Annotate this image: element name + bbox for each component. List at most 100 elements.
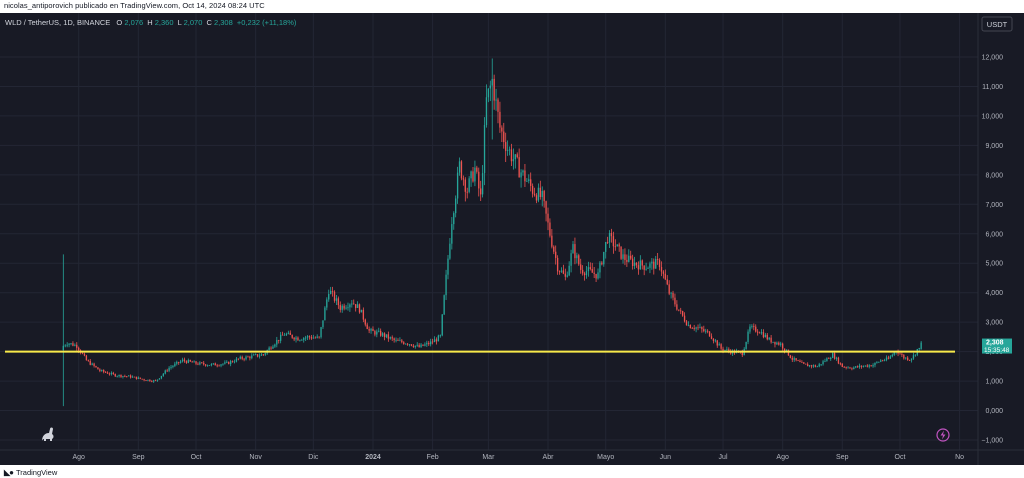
candle bbox=[474, 160, 476, 187]
candle bbox=[247, 355, 249, 358]
candle bbox=[222, 363, 224, 366]
candle bbox=[810, 364, 813, 369]
candle bbox=[68, 342, 70, 348]
candle bbox=[835, 356, 838, 361]
candle bbox=[841, 363, 843, 368]
tradingview-brand: TradingView bbox=[15, 467, 58, 477]
candle bbox=[126, 376, 128, 378]
published-header: nicolas_antiporovich publicado en Tradin… bbox=[0, 0, 1024, 13]
candle bbox=[191, 360, 193, 363]
candle bbox=[855, 366, 857, 369]
candle bbox=[297, 336, 299, 341]
candle bbox=[154, 379, 157, 382]
candle bbox=[674, 293, 676, 307]
candle bbox=[849, 366, 851, 369]
candle bbox=[543, 189, 545, 208]
candle bbox=[245, 355, 247, 361]
candle bbox=[608, 230, 611, 248]
candle bbox=[331, 286, 334, 297]
x-tick-label: Dic bbox=[308, 454, 319, 461]
candle bbox=[506, 140, 509, 156]
candle bbox=[258, 353, 261, 359]
candle bbox=[483, 117, 486, 186]
candle bbox=[314, 336, 316, 339]
currency-button[interactable]: USDT bbox=[981, 16, 1013, 32]
candle bbox=[862, 365, 865, 368]
lightning-icon[interactable] bbox=[936, 428, 950, 442]
candle bbox=[828, 357, 830, 360]
candle bbox=[824, 358, 826, 363]
candle bbox=[883, 358, 886, 362]
x-tick-label: Jul bbox=[719, 454, 728, 461]
candle bbox=[176, 360, 178, 366]
candle bbox=[268, 346, 270, 351]
candle bbox=[410, 344, 413, 347]
candle bbox=[187, 358, 190, 364]
candle bbox=[664, 269, 667, 281]
candle bbox=[389, 336, 391, 340]
y-tick-label: 4,000 bbox=[985, 290, 1003, 297]
candle bbox=[558, 270, 561, 275]
candle bbox=[755, 324, 757, 333]
candle bbox=[908, 359, 911, 362]
candle bbox=[287, 330, 290, 335]
candle bbox=[533, 187, 536, 197]
candle bbox=[166, 368, 168, 373]
candle bbox=[524, 164, 526, 188]
candle bbox=[264, 352, 266, 357]
candle bbox=[260, 353, 263, 356]
candle bbox=[495, 88, 497, 111]
candle bbox=[695, 326, 697, 333]
candle bbox=[216, 363, 218, 368]
candle bbox=[408, 343, 411, 347]
candle bbox=[458, 157, 461, 176]
candle bbox=[820, 364, 822, 367]
candle bbox=[439, 334, 441, 338]
candle bbox=[758, 331, 761, 334]
candle bbox=[174, 361, 176, 368]
candle bbox=[203, 360, 205, 366]
x-tick-label: Ago bbox=[776, 454, 789, 461]
candle bbox=[797, 359, 799, 362]
x-tick-label: Oct bbox=[895, 454, 906, 461]
candle bbox=[145, 379, 147, 382]
candle bbox=[178, 361, 180, 365]
candle bbox=[635, 262, 638, 268]
candle bbox=[445, 269, 447, 300]
x-tick-label: Mayo bbox=[597, 454, 614, 461]
candle bbox=[401, 339, 403, 344]
candle bbox=[549, 218, 551, 238]
candle bbox=[876, 361, 878, 364]
candle bbox=[560, 267, 563, 273]
candle bbox=[764, 332, 767, 338]
candle bbox=[451, 217, 453, 250]
candle bbox=[749, 324, 751, 334]
candle bbox=[85, 354, 88, 361]
price-chart[interactable]: 12,000 11,000 10,000 9,000 8,000 7,000 6,000 5,… bbox=[0, 13, 1024, 465]
candle bbox=[639, 255, 642, 270]
dino-icon[interactable] bbox=[42, 427, 54, 442]
candle bbox=[766, 332, 768, 341]
candle bbox=[689, 324, 692, 329]
candle bbox=[535, 193, 538, 204]
candle bbox=[620, 246, 622, 261]
candle bbox=[851, 367, 853, 371]
chart-panel[interactable]: 12,000 11,000 10,000 9,000 8,000 7,000 6,000 5,… bbox=[0, 13, 1024, 465]
candle bbox=[566, 271, 568, 278]
candle bbox=[89, 359, 91, 366]
candle bbox=[747, 329, 749, 345]
candle bbox=[201, 362, 203, 364]
candle bbox=[716, 339, 718, 348]
tradingview-logo[interactable]: ◣● TradingView bbox=[4, 467, 57, 477]
candle bbox=[253, 353, 255, 356]
candle bbox=[676, 300, 678, 311]
candle bbox=[897, 349, 899, 357]
candle bbox=[789, 354, 792, 359]
candle bbox=[795, 358, 797, 362]
x-tick-label: Sep bbox=[836, 454, 849, 461]
candle bbox=[279, 331, 282, 344]
candle bbox=[520, 169, 522, 188]
candle bbox=[470, 170, 472, 187]
candle bbox=[489, 80, 491, 102]
candle bbox=[262, 354, 265, 356]
